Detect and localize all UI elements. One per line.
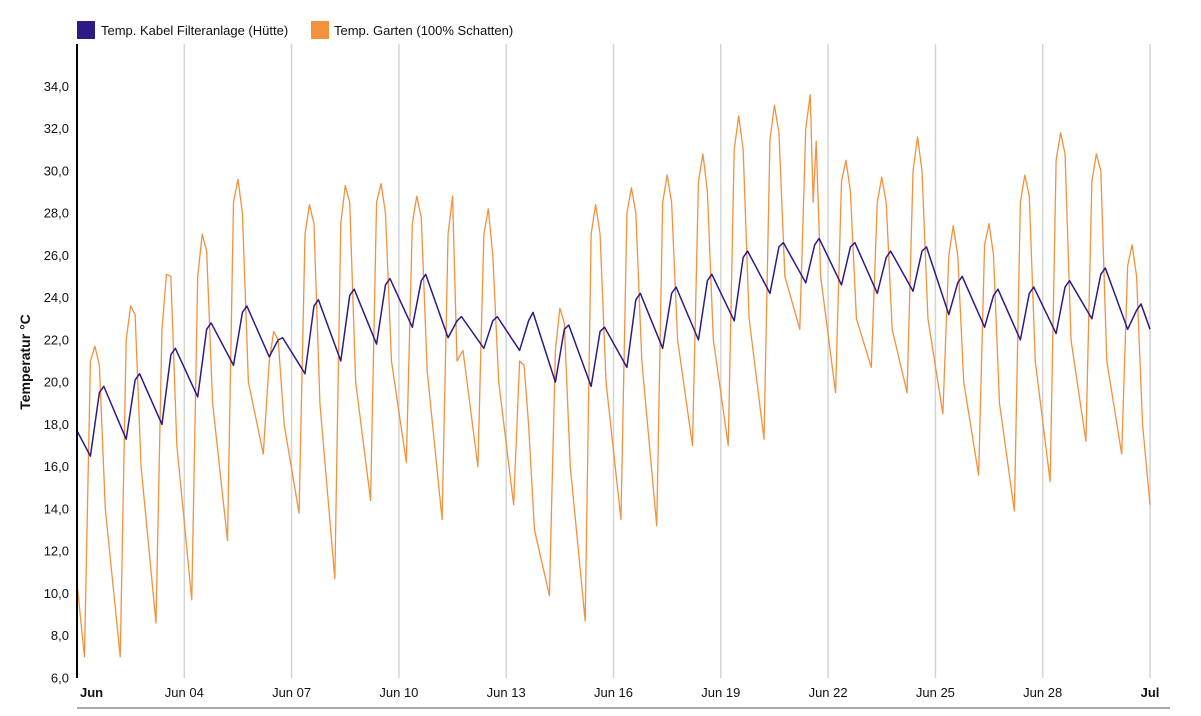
x-tick-label: Jun 22 <box>809 685 848 700</box>
y-tick-label: 28,0 <box>44 206 69 221</box>
legend: Temp. Kabel Filteranlage (Hütte) Temp. G… <box>77 21 513 39</box>
y-tick-label: 26,0 <box>44 248 69 263</box>
x-tick-label: Jun 10 <box>379 685 418 700</box>
x-tick-label: Jun 04 <box>165 685 204 700</box>
y-axis-ticks: 6,0 8,0 10,0 12,0 14,0 16,0 18,0 20,0 22,0 24,0 26… <box>44 79 69 686</box>
y-tick-label: 22,0 <box>44 332 69 347</box>
legend-label-series-2[interactable]: Temp. Garten (100% Schatten) <box>334 23 513 38</box>
x-tick-label: Jun 28 <box>1023 685 1062 700</box>
grid-layer <box>183 44 1151 678</box>
y-tick-label: 6,0 <box>51 671 69 686</box>
y-tick-label: 12,0 <box>44 544 69 559</box>
y-tick-label: 30,0 <box>44 163 69 178</box>
y-tick-label: 16,0 <box>44 459 69 474</box>
legend-label-series-1[interactable]: Temp. Kabel Filteranlage (Hütte) <box>101 23 288 38</box>
x-tick-label: Jun 16 <box>594 685 633 700</box>
x-tick-label: Jun 25 <box>916 685 955 700</box>
legend-swatch-series-2[interactable] <box>311 21 329 39</box>
y-tick-label: 8,0 <box>51 628 69 643</box>
legend-swatch-series-1[interactable] <box>77 21 95 39</box>
x-tick-label: Jun 19 <box>701 685 740 700</box>
x-axis-ticks: Jun Jun 04 Jun 07 Jun 10 Jun 13 Jun 16 Jun 19 J… <box>80 685 1159 700</box>
y-tick-label: 34,0 <box>44 79 69 94</box>
series-layer <box>76 94 1151 658</box>
y-tick-label: 14,0 <box>44 501 69 516</box>
y-tick-label: 24,0 <box>44 290 69 305</box>
x-tick-label: Jun 07 <box>272 685 311 700</box>
y-axis-title: Temperatur °C <box>17 314 33 410</box>
y-tick-label: 32,0 <box>44 121 69 136</box>
y-tick-label: 18,0 <box>44 417 69 432</box>
x-tick-label: Jun <box>80 685 103 700</box>
series-line-2[interactable] <box>76 94 1151 658</box>
x-tick-label: Jul <box>1141 685 1160 700</box>
y-tick-label: 20,0 <box>44 375 69 390</box>
x-tick-label: Jun 13 <box>487 685 526 700</box>
series-line-1[interactable] <box>76 237 1151 457</box>
y-tick-label: 10,0 <box>44 586 69 601</box>
